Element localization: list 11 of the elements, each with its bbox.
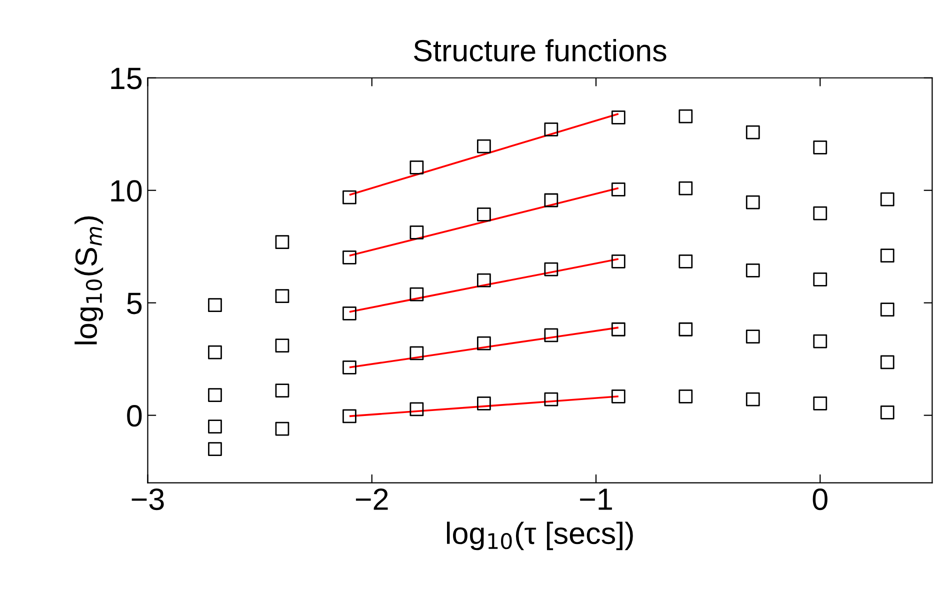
x-tick-label: 0 — [812, 488, 828, 510]
y-tick-label: 5 — [127, 292, 142, 314]
chart-title: Structure functions — [414, 39, 666, 62]
y-axis-title: log$_{10}$(S$_{m}$) — [74, 216, 104, 344]
x-tick-label: −2 — [356, 488, 388, 510]
x-tick-label: −1 — [580, 488, 612, 510]
x-tick-label: −3 — [132, 488, 164, 510]
y-tick-label: 0 — [127, 405, 142, 427]
y-tick-label: 10 — [111, 180, 142, 202]
y-tick-label: 15 — [111, 68, 142, 90]
x-axis-title: log$_{10}$(τ [secs]) — [446, 522, 633, 550]
